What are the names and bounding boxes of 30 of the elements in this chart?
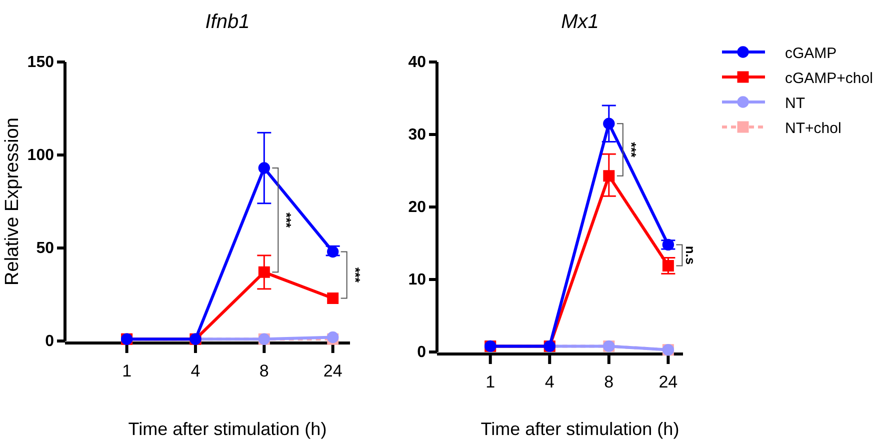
chart-title: Mx1 (561, 11, 599, 33)
y-tick-label: 100 (27, 147, 54, 164)
x-axis-title: Time after stimulation (h) (128, 419, 327, 439)
y-tick-label: 10 (408, 272, 426, 289)
x-tick-label: 8 (604, 372, 614, 392)
chart-title: Ifnb1 (205, 11, 250, 33)
x-tick-label: 4 (544, 372, 554, 392)
annotation: *** (624, 142, 639, 158)
x-tick-label: 1 (486, 372, 496, 392)
y-tick-label: 40 (408, 54, 426, 72)
text: n.s (683, 246, 698, 265)
legend-label: NT+chol (785, 120, 842, 137)
annotation: *** (348, 267, 363, 284)
legend-label: cGAMP (785, 45, 837, 62)
x-tick-label: 1 (122, 361, 132, 380)
x-tick-label: 24 (658, 372, 678, 392)
y-tick-label: 150 (27, 54, 54, 72)
x-tick-label: 8 (259, 361, 269, 380)
annotation: *** (279, 212, 294, 229)
x-tick-label: 24 (323, 361, 342, 380)
y-axis-title: Relative Expression (2, 118, 23, 286)
y-tick-label: 50 (36, 240, 54, 258)
y-tick-label: 20 (408, 199, 426, 216)
y-tick-label: 0 (417, 344, 426, 362)
y-tick-label: 0 (45, 333, 54, 350)
y-tick-label: 30 (408, 126, 426, 144)
x-axis-title: Time after stimulation (h) (480, 419, 680, 439)
x-tick-label: 4 (190, 361, 200, 380)
legend-label: NT (785, 95, 805, 112)
legend-label: cGAMP+chol (785, 70, 873, 87)
